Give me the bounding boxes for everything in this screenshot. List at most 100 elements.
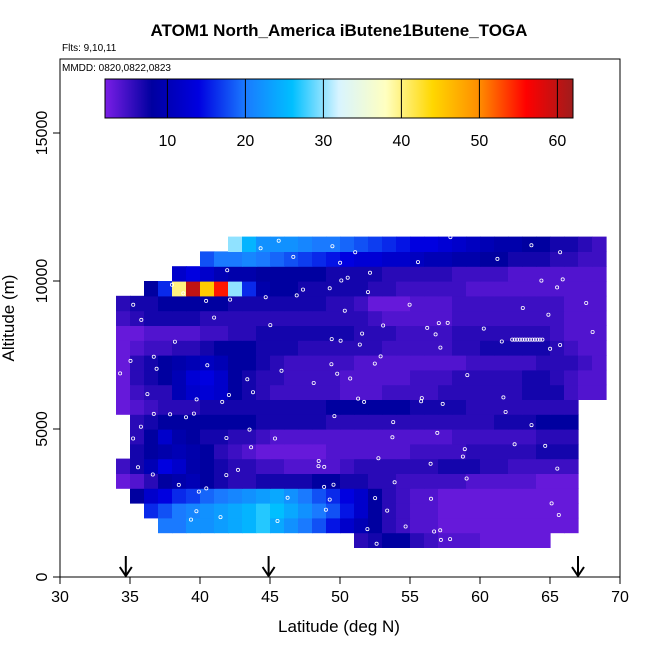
heatmap-cell xyxy=(354,325,369,341)
heatmap-cell xyxy=(116,325,131,341)
heatmap-cell xyxy=(368,443,383,460)
x-tick-label: 40 xyxy=(191,589,209,606)
x-tick-label: 50 xyxy=(331,589,349,606)
heatmap-cell xyxy=(382,399,397,415)
heatmap-cell xyxy=(228,488,243,504)
heatmap-cell xyxy=(284,295,299,312)
heatmap-cell xyxy=(438,429,453,445)
sample-point xyxy=(311,380,316,385)
heatmap-cell xyxy=(158,340,173,356)
heatmap-cell xyxy=(312,443,327,460)
sample-point xyxy=(539,278,544,283)
heatmap-cell xyxy=(298,473,313,489)
heatmap-cell xyxy=(452,369,467,386)
heatmap-cell xyxy=(536,473,551,489)
heatmap-cell xyxy=(480,355,495,371)
heatmap-cell xyxy=(256,369,271,386)
heatmap-cell xyxy=(144,310,159,326)
heatmap-cell xyxy=(564,369,579,386)
sample-point xyxy=(537,337,542,342)
heatmap-cell xyxy=(340,369,355,386)
heatmap-cell xyxy=(200,340,215,356)
sample-point xyxy=(294,293,299,298)
heatmap-cell xyxy=(256,429,271,445)
heatmap-cell xyxy=(312,325,327,341)
heatmap-cell xyxy=(592,310,607,326)
heatmap-cell xyxy=(354,340,369,356)
heatmap-cell xyxy=(494,429,509,445)
heatmap-cell xyxy=(256,488,271,504)
heatmap-cell xyxy=(410,281,425,297)
heatmap-cell xyxy=(116,310,131,326)
heatmap-cell xyxy=(424,429,439,445)
heatmap-cell xyxy=(382,443,397,460)
sample-point xyxy=(268,323,273,328)
chart-title: ATOM1 North_America iButene1Butene_TOGA xyxy=(151,21,528,40)
heatmap-cell xyxy=(382,384,397,400)
heatmap-cell xyxy=(116,458,131,474)
heatmap-cell xyxy=(256,251,271,267)
heatmap-cell xyxy=(424,251,439,267)
heatmap-cell xyxy=(186,399,201,415)
heatmap-cell xyxy=(550,488,565,504)
heatmap-cell xyxy=(326,488,341,504)
heatmap-cell xyxy=(466,517,481,534)
heatmap-cell xyxy=(298,236,313,252)
heatmap-cell xyxy=(480,488,495,504)
heatmap-cell xyxy=(130,414,145,430)
heatmap-cell xyxy=(536,266,551,282)
sample-point xyxy=(584,300,589,305)
colorbar-tick-label: 30 xyxy=(315,133,333,150)
heatmap-cell xyxy=(130,473,145,489)
heatmap-cell xyxy=(438,340,453,356)
heatmap-cell xyxy=(228,355,243,371)
heatmap-cell xyxy=(214,266,229,282)
heatmap-cell xyxy=(242,340,257,356)
heatmap-cell xyxy=(242,251,257,267)
heatmap-cell xyxy=(326,310,341,326)
heatmap-cell xyxy=(354,384,369,400)
heatmap-cell xyxy=(438,473,453,489)
heatmap-cell xyxy=(466,325,481,341)
heatmap-cell xyxy=(186,517,201,534)
y-tick-label: 5000 xyxy=(34,411,51,447)
sample-point xyxy=(438,537,443,542)
heatmap-cell xyxy=(172,369,187,386)
heatmap-cell xyxy=(536,488,551,504)
sample-point xyxy=(228,297,233,302)
heatmap-cell xyxy=(242,384,257,400)
heatmap-cell xyxy=(508,295,523,312)
heatmap-cell xyxy=(256,414,271,430)
heatmap-cell xyxy=(242,355,257,371)
heatmap-cell xyxy=(368,266,383,282)
heatmap-cell xyxy=(256,266,271,282)
heatmap-cell xyxy=(242,473,257,489)
heatmap-cell xyxy=(438,443,453,460)
heatmap-cell xyxy=(312,429,327,445)
sample-point xyxy=(390,435,395,440)
heatmap-cell xyxy=(298,295,313,312)
heatmap-cell xyxy=(186,266,201,282)
sample-point xyxy=(367,270,372,275)
heatmap-cell xyxy=(228,503,243,519)
heatmap-cell xyxy=(340,355,355,371)
heatmap-cell xyxy=(438,458,453,474)
heatmap-cell xyxy=(130,488,145,504)
heatmap-cell xyxy=(354,532,369,548)
heatmap-cell xyxy=(494,443,509,460)
heatmap-cell xyxy=(424,443,439,460)
heatmap-cell xyxy=(326,236,341,252)
heatmap-cell xyxy=(592,236,607,252)
sample-point xyxy=(329,362,334,367)
heatmap-cell xyxy=(242,281,257,297)
heatmap-cell xyxy=(214,325,229,341)
heatmap-cell xyxy=(480,266,495,282)
heatmap-cell xyxy=(536,340,551,356)
heatmap-cell xyxy=(550,340,565,356)
heatmap-cell xyxy=(326,384,341,400)
heatmap-cell xyxy=(284,266,299,282)
heatmap-cell xyxy=(298,325,313,341)
sample-point xyxy=(360,331,365,336)
heatmap-cell xyxy=(578,355,593,371)
x-axis: 30 35 40 45 50 55 60 65 70 xyxy=(51,577,629,606)
